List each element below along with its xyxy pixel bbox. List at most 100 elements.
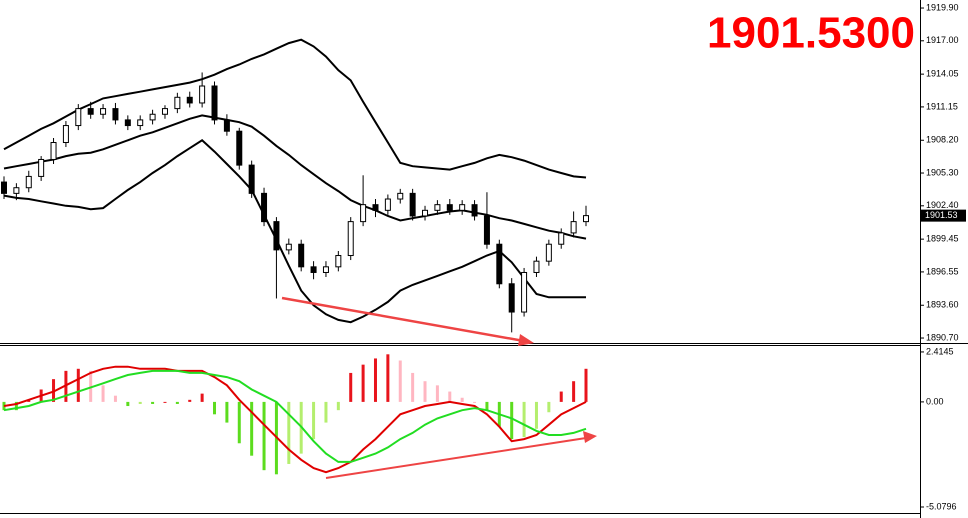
histogram-bar	[361, 364, 365, 402]
candle-body	[211, 85, 218, 121]
candle-body	[545, 243, 552, 262]
histogram-bar	[175, 401, 179, 404]
price-title: 1901.5300	[707, 9, 915, 58]
y-tick-label: 1899.45	[926, 234, 959, 244]
candle-body	[521, 271, 528, 313]
y-tick-label: 1890.70	[926, 332, 959, 342]
histogram-bar	[113, 395, 117, 402]
candle-body	[446, 204, 453, 211]
histogram-bar	[163, 401, 167, 403]
histogram-bar	[14, 401, 18, 411]
candle-body	[570, 221, 577, 234]
candle-body	[174, 96, 181, 110]
y-tick-label: 1917.00	[926, 35, 959, 45]
histogram-bar	[312, 401, 316, 440]
y-tick-label: 2.4145	[926, 346, 954, 356]
histogram-bar	[386, 354, 390, 402]
y-tick-label: 1908.20	[926, 135, 959, 145]
candle-body	[137, 119, 144, 127]
histogram-bar	[510, 401, 514, 440]
candle-body	[161, 108, 168, 115]
histogram-bar	[460, 397, 464, 402]
indicator-line	[3, 365, 587, 474]
candle-body	[62, 125, 69, 144]
histogram-bar	[559, 391, 563, 402]
histogram-bar	[547, 401, 551, 413]
candle-body	[285, 243, 292, 251]
histogram-bar	[411, 372, 415, 402]
candle-body	[298, 243, 305, 268]
candle-body	[199, 85, 206, 104]
candle-body	[335, 255, 342, 268]
histogram-bar	[336, 401, 340, 411]
candle-body	[100, 108, 107, 115]
histogram-bar	[572, 381, 576, 402]
candle-body	[372, 204, 379, 211]
indicator-line	[3, 369, 587, 463]
candle-body	[384, 198, 391, 211]
y-tick-label: 1896.55	[926, 266, 959, 276]
candle-body	[583, 215, 589, 223]
histogram-bar	[522, 401, 526, 438]
histogram-bar	[101, 385, 105, 402]
candle-body	[397, 192, 404, 200]
candle-body	[273, 221, 280, 251]
candle-body	[533, 260, 540, 273]
histogram-bar	[423, 381, 427, 402]
last-price-label: 1901.53	[925, 210, 958, 220]
candle-body	[471, 204, 478, 217]
candle-body	[347, 221, 354, 257]
candle-body	[112, 108, 119, 121]
candle-body	[38, 158, 45, 177]
histogram-bar	[200, 393, 204, 402]
histogram-bar	[398, 360, 402, 402]
histogram-bar	[473, 401, 477, 403]
histogram-bar	[213, 401, 217, 415]
histogram-bar	[151, 401, 155, 404]
histogram-bar	[188, 399, 192, 402]
histogram-bar	[225, 401, 229, 423]
candle-body	[261, 192, 268, 223]
histogram-bar	[435, 385, 439, 402]
candle-body	[13, 187, 20, 194]
histogram-bar	[584, 368, 588, 402]
last-price-box	[921, 209, 966, 222]
y-tick-label: 1902.40	[926, 200, 959, 210]
candle-body	[186, 96, 193, 104]
arrow	[325, 431, 597, 479]
histogram-bar	[448, 391, 452, 402]
y-tick-label: 1911.15	[926, 101, 958, 111]
y-tick-label: 1905.30	[926, 167, 959, 177]
histogram-bar	[262, 401, 266, 471]
candle-body	[248, 164, 255, 194]
candle-body	[223, 119, 230, 132]
candle-body	[558, 232, 565, 245]
y-tick-label: -5.0796	[926, 501, 957, 511]
arrow	[281, 296, 534, 346]
histogram-bar	[138, 401, 142, 404]
indicator-line	[3, 114, 587, 240]
y-tick-label: 1919.90	[926, 2, 959, 12]
candle-body	[50, 142, 57, 160]
histogram-bar	[324, 401, 328, 423]
histogram-bar	[2, 401, 6, 411]
histogram-bar	[287, 401, 291, 464]
histogram-bar	[250, 401, 254, 456]
histogram-bar	[76, 368, 80, 402]
candle-body	[236, 130, 243, 166]
candle-body	[124, 119, 131, 127]
candle-body	[434, 204, 441, 211]
indicator-line	[3, 38, 587, 179]
candle-body	[508, 283, 515, 313]
candle-body	[149, 113, 156, 121]
candle-body	[310, 266, 317, 273]
marks	[1, 38, 589, 475]
histogram-bar	[485, 401, 489, 411]
histogram-bar	[126, 401, 130, 407]
histogram-bar	[534, 401, 538, 429]
candle-body	[360, 204, 367, 223]
candle-body	[87, 108, 94, 115]
candle-body	[422, 209, 429, 217]
candle-body	[25, 175, 32, 189]
